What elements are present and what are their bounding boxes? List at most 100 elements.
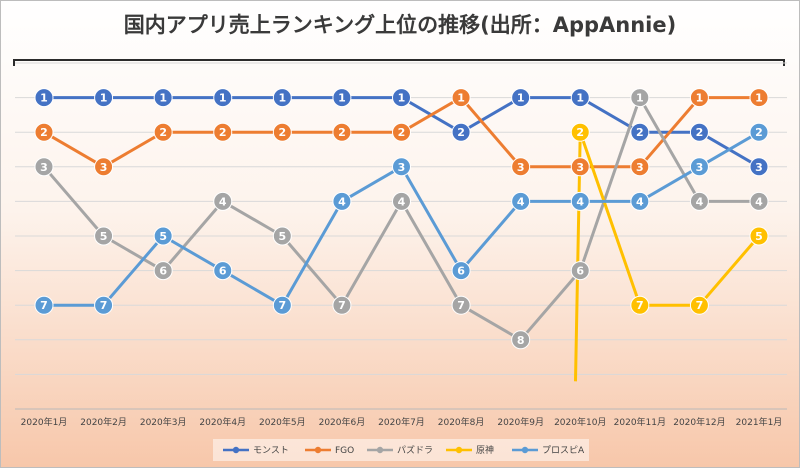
data-point — [570, 191, 590, 211]
x-tick-label: 2020年11月 — [614, 416, 666, 428]
data-point — [94, 295, 114, 315]
data-label: 3 — [100, 161, 108, 174]
data-label: 1 — [457, 92, 465, 105]
data-point — [749, 88, 769, 108]
x-tick-label: 2020年9月 — [497, 416, 544, 428]
series-line — [573, 130, 761, 382]
data-point — [630, 157, 650, 177]
data-point — [153, 122, 173, 142]
data-point — [94, 157, 114, 177]
data-point — [570, 122, 590, 142]
data-label: 1 — [219, 92, 227, 105]
data-label: 6 — [576, 265, 584, 278]
data-point — [630, 88, 650, 108]
data-point — [94, 88, 114, 108]
data-point — [570, 261, 590, 281]
data-label: 1 — [755, 92, 763, 105]
data-label: 7 — [338, 299, 346, 312]
data-point — [511, 88, 531, 108]
data-label: 4 — [517, 195, 525, 208]
x-tick-label: 2020年5月 — [259, 416, 306, 428]
data-label: 2 — [636, 126, 644, 139]
legend-marker — [455, 446, 463, 454]
data-label: 6 — [457, 265, 465, 278]
data-label: 1 — [279, 92, 287, 105]
data-point — [451, 261, 471, 281]
data-point — [630, 295, 650, 315]
legend-label: 原神 — [476, 444, 494, 456]
x-tick-label: 2020年6月 — [319, 416, 366, 428]
data-label: 1 — [576, 92, 584, 105]
data-point — [392, 191, 411, 211]
x-tick-label: 2021年1月 — [736, 416, 783, 428]
data-label: 4 — [219, 195, 227, 208]
data-point — [332, 88, 352, 108]
data-label: 2 — [755, 126, 763, 139]
data-label: 4 — [636, 195, 644, 208]
data-label: 7 — [40, 299, 48, 312]
data-label: 2 — [40, 126, 48, 139]
data-label: 2 — [219, 126, 227, 139]
data-point — [630, 191, 650, 211]
data-label: 2 — [696, 126, 704, 139]
data-point — [94, 226, 114, 246]
data-label: 1 — [338, 92, 346, 105]
data-point — [272, 122, 292, 142]
data-point — [272, 295, 292, 315]
data-label: 1 — [159, 92, 167, 105]
x-tick-label: 2020年2月 — [80, 416, 127, 428]
data-point — [749, 122, 769, 142]
legend-marker — [232, 446, 240, 454]
data-label: 5 — [755, 230, 763, 243]
legend-marker — [521, 446, 529, 454]
data-label: 2 — [159, 126, 167, 139]
data-label: 5 — [159, 230, 167, 243]
data-label: 4 — [338, 195, 346, 208]
data-label: 2 — [398, 126, 406, 139]
data-point — [689, 157, 709, 177]
data-label: 2 — [576, 126, 584, 139]
x-tick-label: 2020年12月 — [673, 416, 725, 428]
data-point — [749, 191, 769, 211]
data-point — [153, 226, 173, 246]
legend-marker — [314, 446, 322, 454]
data-point — [749, 157, 769, 177]
data-label: 3 — [398, 161, 406, 174]
data-label: 7 — [457, 299, 465, 312]
data-point — [332, 122, 352, 142]
data-label: 1 — [398, 92, 406, 105]
data-label: 3 — [755, 161, 763, 174]
data-point — [34, 88, 54, 108]
data-point — [451, 295, 471, 315]
legend-label: プロスピA — [542, 445, 585, 456]
data-point — [213, 122, 233, 142]
data-label: 3 — [40, 161, 48, 174]
data-point — [153, 88, 173, 108]
data-label: 2 — [457, 126, 465, 139]
data-label: 6 — [219, 265, 227, 278]
data-label: 8 — [517, 334, 525, 347]
data-point — [689, 295, 709, 315]
data-label: 7 — [636, 299, 644, 312]
data-point — [34, 122, 54, 142]
data-point — [689, 191, 709, 211]
data-label: 3 — [696, 161, 704, 174]
data-point — [749, 226, 769, 246]
data-label: 4 — [696, 195, 704, 208]
data-point — [332, 191, 352, 211]
data-point — [511, 330, 531, 350]
legend-marker — [376, 446, 384, 454]
legend-box — [213, 439, 589, 461]
x-tick-label: 2020年1月 — [21, 416, 68, 428]
chart-title: 国内アプリ売上ランキング上位の推移(出所：AppAnnie) — [123, 13, 677, 37]
data-point — [272, 226, 292, 246]
data-label: 2 — [279, 126, 287, 139]
data-point — [451, 88, 471, 108]
data-point — [570, 88, 590, 108]
data-point — [213, 191, 233, 211]
data-point — [34, 295, 54, 315]
data-point — [630, 122, 650, 142]
data-point — [511, 157, 531, 177]
data-label: 4 — [576, 195, 584, 208]
